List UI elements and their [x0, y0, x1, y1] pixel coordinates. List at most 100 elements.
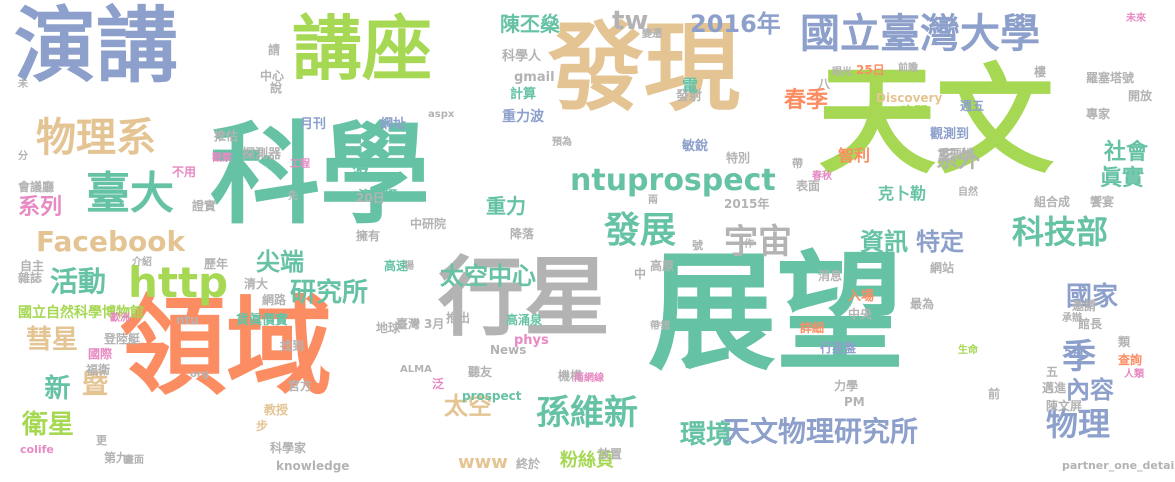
word-cloud-word: 福衛 [86, 363, 111, 377]
word-cloud-word: 登陸艇 [104, 332, 141, 346]
word-cloud-word: 探測器 [242, 147, 282, 162]
word-cloud-word: 孫維新 [536, 393, 638, 433]
word-cloud-word: 季 [1062, 337, 1096, 377]
word-cloud-word: 工程 [290, 159, 310, 170]
word-cloud-word: 電 [682, 76, 699, 95]
word-cloud-word: 波 [350, 158, 370, 182]
word-cloud-word: 衛星 [22, 410, 75, 440]
word-cloud-word: 計算 [510, 87, 537, 102]
word-cloud-word: 克卜勒 [878, 184, 927, 203]
word-cloud-word: 發現 [548, 12, 740, 124]
word-cloud-word: 未 [18, 79, 28, 90]
word-cloud-word: 特定 [916, 228, 964, 256]
word-cloud-word: 消息 [818, 269, 843, 283]
word-cloud-word: 終於 [516, 457, 541, 471]
word-cloud-word: 降落 [510, 227, 535, 241]
word-cloud-word: 臺灣 [396, 317, 421, 331]
word-cloud-word: 5月 [1064, 345, 1085, 359]
word-cloud-word: 宇宙 [724, 222, 792, 262]
word-cloud-word: 分 [18, 151, 28, 162]
word-cloud-word: 說 [270, 81, 283, 95]
word-cloud-word: 演講 [14, 0, 179, 94]
word-cloud-word: 查詢 [1118, 353, 1143, 367]
word-cloud-word: 泛 [432, 377, 445, 391]
word-cloud-word: 前瞻 [898, 63, 918, 74]
word-cloud-word: 週五 [960, 99, 985, 113]
word-cloud-word: Discovery [876, 91, 943, 105]
word-cloud-word: tw [612, 6, 649, 36]
word-cloud-word: 最為 [910, 297, 935, 311]
word-cloud-word: 尖端 [256, 248, 304, 276]
word-cloud-word: 入場 [848, 289, 875, 304]
word-cloud-word: ntu [176, 313, 199, 327]
word-cloud-word: 羅塞塔號 [1086, 71, 1135, 85]
word-cloud-word: 內容 [1066, 376, 1114, 404]
word-cloud-word: 兩 [648, 195, 658, 206]
word-cloud-word: 太空 [444, 392, 492, 420]
word-cloud-word: 社會 [1104, 140, 1149, 165]
word-cloud-word: 眞實 [1100, 166, 1145, 191]
word-cloud-word: 前 [988, 387, 1001, 401]
word-cloud-word: 八 [818, 77, 831, 91]
word-cloud-word: 活動 [50, 265, 107, 298]
word-cloud-word: 預為 [552, 137, 572, 148]
word-cloud-word: 館長 [1078, 317, 1103, 331]
word-cloud-word: ntuprospect [570, 163, 776, 198]
word-cloud-word: 觀測到 [930, 127, 970, 142]
word-cloud-word: 國立臺灣大學 [800, 11, 1040, 57]
word-cloud-word: 臺大 [86, 168, 174, 219]
word-cloud-word: 中心 [260, 69, 285, 83]
word-cloud-word: 展望 [648, 239, 905, 388]
word-cloud-word: aspx [428, 109, 455, 120]
word-cloud-word: 第九 [104, 451, 129, 465]
word-cloud-word: 介紹 [132, 257, 152, 268]
word-cloud-word: 國家 [1066, 282, 1119, 312]
word-cloud-word: 高原 [650, 259, 675, 273]
word-cloud-word: 推估 [214, 129, 239, 143]
word-cloud-word: http [128, 258, 229, 307]
word-cloud-word: 中 [634, 267, 647, 281]
word-cloud-word: 自主 [20, 259, 45, 273]
word-cloud-word: 環境 [680, 420, 733, 450]
word-cloud-word: 網站 [930, 261, 955, 275]
word-cloud-word: 先 [288, 191, 298, 202]
word-cloud-word: 場 [404, 261, 414, 272]
word-cloud-word: 歷年 [204, 257, 229, 271]
word-cloud-word: 中研院 [410, 217, 447, 231]
word-cloud-word: 雜誌 [18, 271, 43, 285]
word-cloud-word: 貨眞價實 [236, 313, 289, 328]
word-cloud-word: www [458, 452, 508, 473]
word-cloud-word: 五 [1046, 365, 1059, 379]
word-cloud-word: 重要性 [938, 147, 975, 161]
word-cloud-word: 表面 [796, 179, 821, 193]
word-cloud-word: 詳細 [800, 321, 825, 335]
word-cloud-word: 晚間 [900, 105, 928, 121]
word-cloud-word: 樓 [1034, 65, 1047, 79]
word-cloud-word: colife [20, 443, 54, 456]
word-cloud-word: 彗星 [26, 325, 79, 355]
word-cloud-word: 國立自然科學博物館 [18, 305, 144, 321]
word-cloud-word: knowledge [276, 459, 350, 473]
word-cloud-word: 證實 [192, 199, 217, 213]
word-cloud-word: 物理 [1046, 405, 1111, 443]
word-cloud-word: 力學 [834, 379, 859, 393]
word-cloud-word: 25日 [856, 63, 885, 77]
word-cloud-word: 教授 [264, 403, 289, 417]
word-cloud-word: 觀察 [212, 153, 232, 164]
word-cloud-word: 20日 [356, 191, 385, 205]
word-cloud-word: 新 [40, 374, 70, 400]
word-cloud-word: phys [514, 333, 549, 348]
word-cloud-word: 中央 [848, 307, 873, 321]
word-cloud-word: 演講網 [358, 189, 398, 204]
word-cloud-word: 資訊 [860, 228, 908, 256]
word-cloud-word: News [490, 343, 527, 357]
word-cloud-word: 人類 [1124, 369, 1144, 380]
word-cloud-word: 擁有 [356, 229, 381, 243]
word-cloud-word: 陳文屏 [1046, 399, 1083, 413]
word-cloud-word: 春季 [784, 88, 829, 113]
word-cloud-word: 變遷 [642, 29, 662, 40]
word-cloud-word: 物理系 [36, 115, 156, 161]
word-cloud-word: 春秋 [812, 171, 832, 182]
word-cloud-word: 天文 [818, 52, 1055, 190]
word-cloud-word: 粉絲頁 [560, 450, 614, 471]
